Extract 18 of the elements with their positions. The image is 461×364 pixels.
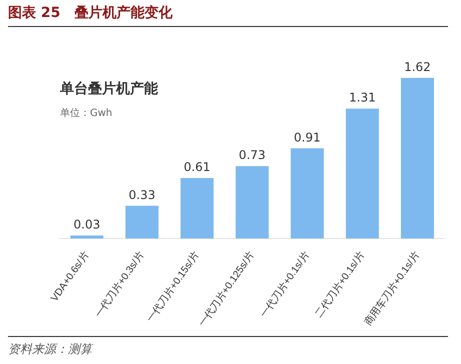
chart-title: 图表 25 叠片机产能变化: [8, 4, 448, 27]
bar: [400, 78, 434, 239]
y-axis-title: 单位：Gwh: [60, 106, 112, 120]
bar: [236, 166, 269, 239]
data-label: 1.62: [404, 60, 431, 74]
data-label: 0.61: [184, 160, 210, 174]
data-label: 0.73: [238, 148, 266, 162]
text: 资料来源：测算: [8, 336, 448, 358]
data-label: 1.31: [349, 90, 376, 105]
bar: [290, 148, 324, 239]
bar: [125, 206, 159, 239]
data-label: 0.33: [128, 188, 156, 202]
chart-subtitle: 单台叠片机产能: [60, 80, 158, 98]
bar: [70, 236, 104, 239]
data-label: 0.03: [74, 218, 100, 232]
bar: [180, 178, 214, 239]
bar: [346, 108, 379, 239]
data-label: 0.91: [294, 130, 321, 144]
